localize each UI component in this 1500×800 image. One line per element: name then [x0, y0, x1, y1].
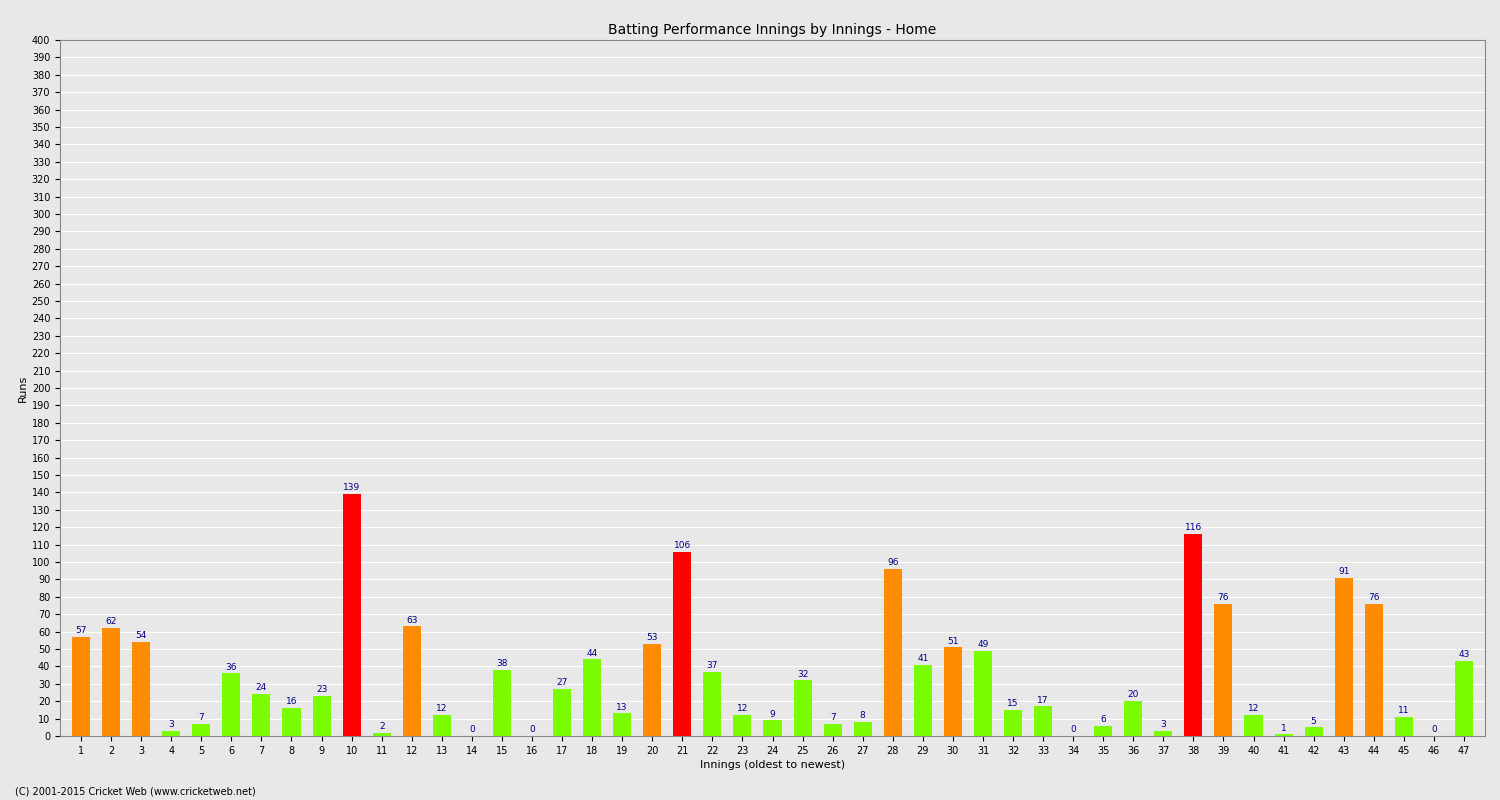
Bar [402, 626, 422, 736]
Bar [824, 724, 842, 736]
Text: 116: 116 [1185, 523, 1202, 533]
Bar [884, 569, 902, 736]
Bar [674, 551, 692, 736]
Text: 54: 54 [135, 631, 147, 640]
Text: 23: 23 [316, 686, 327, 694]
Y-axis label: Runs: Runs [18, 374, 27, 402]
Bar [72, 637, 90, 736]
Bar [342, 494, 360, 736]
Text: 62: 62 [105, 618, 117, 626]
Bar [1034, 706, 1052, 736]
Bar [312, 696, 330, 736]
Text: 5: 5 [1311, 717, 1317, 726]
Bar [1275, 734, 1293, 736]
Bar [974, 650, 992, 736]
Bar [853, 722, 871, 736]
Title: Batting Performance Innings by Innings - Home: Batting Performance Innings by Innings -… [609, 23, 936, 38]
Text: 0: 0 [1431, 726, 1437, 734]
Bar [764, 720, 782, 736]
Text: 12: 12 [436, 704, 447, 714]
Text: 16: 16 [285, 698, 297, 706]
Text: 76: 76 [1368, 593, 1380, 602]
Text: 139: 139 [344, 483, 360, 492]
Bar [1305, 727, 1323, 736]
Bar [1094, 726, 1112, 736]
Text: 37: 37 [706, 661, 718, 670]
Bar [1335, 578, 1353, 736]
Bar [1185, 534, 1203, 736]
Text: 7: 7 [830, 713, 836, 722]
Bar [252, 694, 270, 736]
Text: 76: 76 [1218, 593, 1228, 602]
Text: 38: 38 [496, 659, 507, 668]
Text: 36: 36 [225, 662, 237, 672]
Text: 17: 17 [1038, 696, 1048, 705]
Bar [132, 642, 150, 736]
X-axis label: Innings (oldest to newest): Innings (oldest to newest) [700, 760, 844, 770]
Text: 63: 63 [406, 616, 417, 625]
Text: 13: 13 [616, 702, 628, 712]
Text: 20: 20 [1128, 690, 1138, 699]
Text: 41: 41 [916, 654, 928, 663]
Bar [614, 714, 632, 736]
Bar [914, 665, 932, 736]
Text: 2: 2 [380, 722, 384, 730]
Text: 0: 0 [470, 726, 474, 734]
Bar [944, 647, 962, 736]
Bar [1245, 715, 1263, 736]
Text: 106: 106 [674, 541, 692, 550]
Text: 57: 57 [75, 626, 87, 635]
Text: 15: 15 [1008, 699, 1019, 708]
Text: 12: 12 [736, 704, 748, 714]
Bar [1124, 701, 1143, 736]
Bar [704, 672, 722, 736]
Bar [644, 644, 662, 736]
Text: 32: 32 [796, 670, 808, 678]
Text: (C) 2001-2015 Cricket Web (www.cricketweb.net): (C) 2001-2015 Cricket Web (www.cricketwe… [15, 786, 255, 796]
Text: 91: 91 [1338, 567, 1350, 576]
Bar [584, 659, 602, 736]
Bar [1395, 717, 1413, 736]
Bar [1155, 730, 1173, 736]
Text: 7: 7 [198, 713, 204, 722]
Bar [734, 715, 752, 736]
Bar [554, 689, 572, 736]
Bar [192, 724, 210, 736]
Text: 49: 49 [978, 640, 988, 649]
Text: 27: 27 [556, 678, 567, 687]
Text: 1: 1 [1281, 723, 1287, 733]
Bar [372, 733, 390, 736]
Text: 44: 44 [586, 649, 597, 658]
Text: 3: 3 [168, 720, 174, 729]
Bar [222, 674, 240, 736]
Text: 0: 0 [530, 726, 536, 734]
Text: 0: 0 [1071, 726, 1076, 734]
Bar [433, 715, 451, 736]
Text: 3: 3 [1161, 720, 1166, 729]
Text: 53: 53 [646, 633, 658, 642]
Text: 9: 9 [770, 710, 776, 718]
Text: 51: 51 [946, 637, 958, 646]
Bar [1365, 604, 1383, 736]
Bar [162, 730, 180, 736]
Text: 43: 43 [1458, 650, 1470, 659]
Text: 24: 24 [256, 683, 267, 693]
Bar [794, 680, 812, 736]
Text: 96: 96 [886, 558, 898, 567]
Bar [282, 708, 300, 736]
Text: 11: 11 [1398, 706, 1410, 715]
Bar [1215, 604, 1233, 736]
Text: 8: 8 [859, 711, 865, 720]
Bar [1455, 661, 1473, 736]
Text: 6: 6 [1101, 715, 1106, 724]
Text: 12: 12 [1248, 704, 1258, 714]
Bar [494, 670, 512, 736]
Bar [1004, 710, 1022, 736]
Bar [102, 628, 120, 736]
